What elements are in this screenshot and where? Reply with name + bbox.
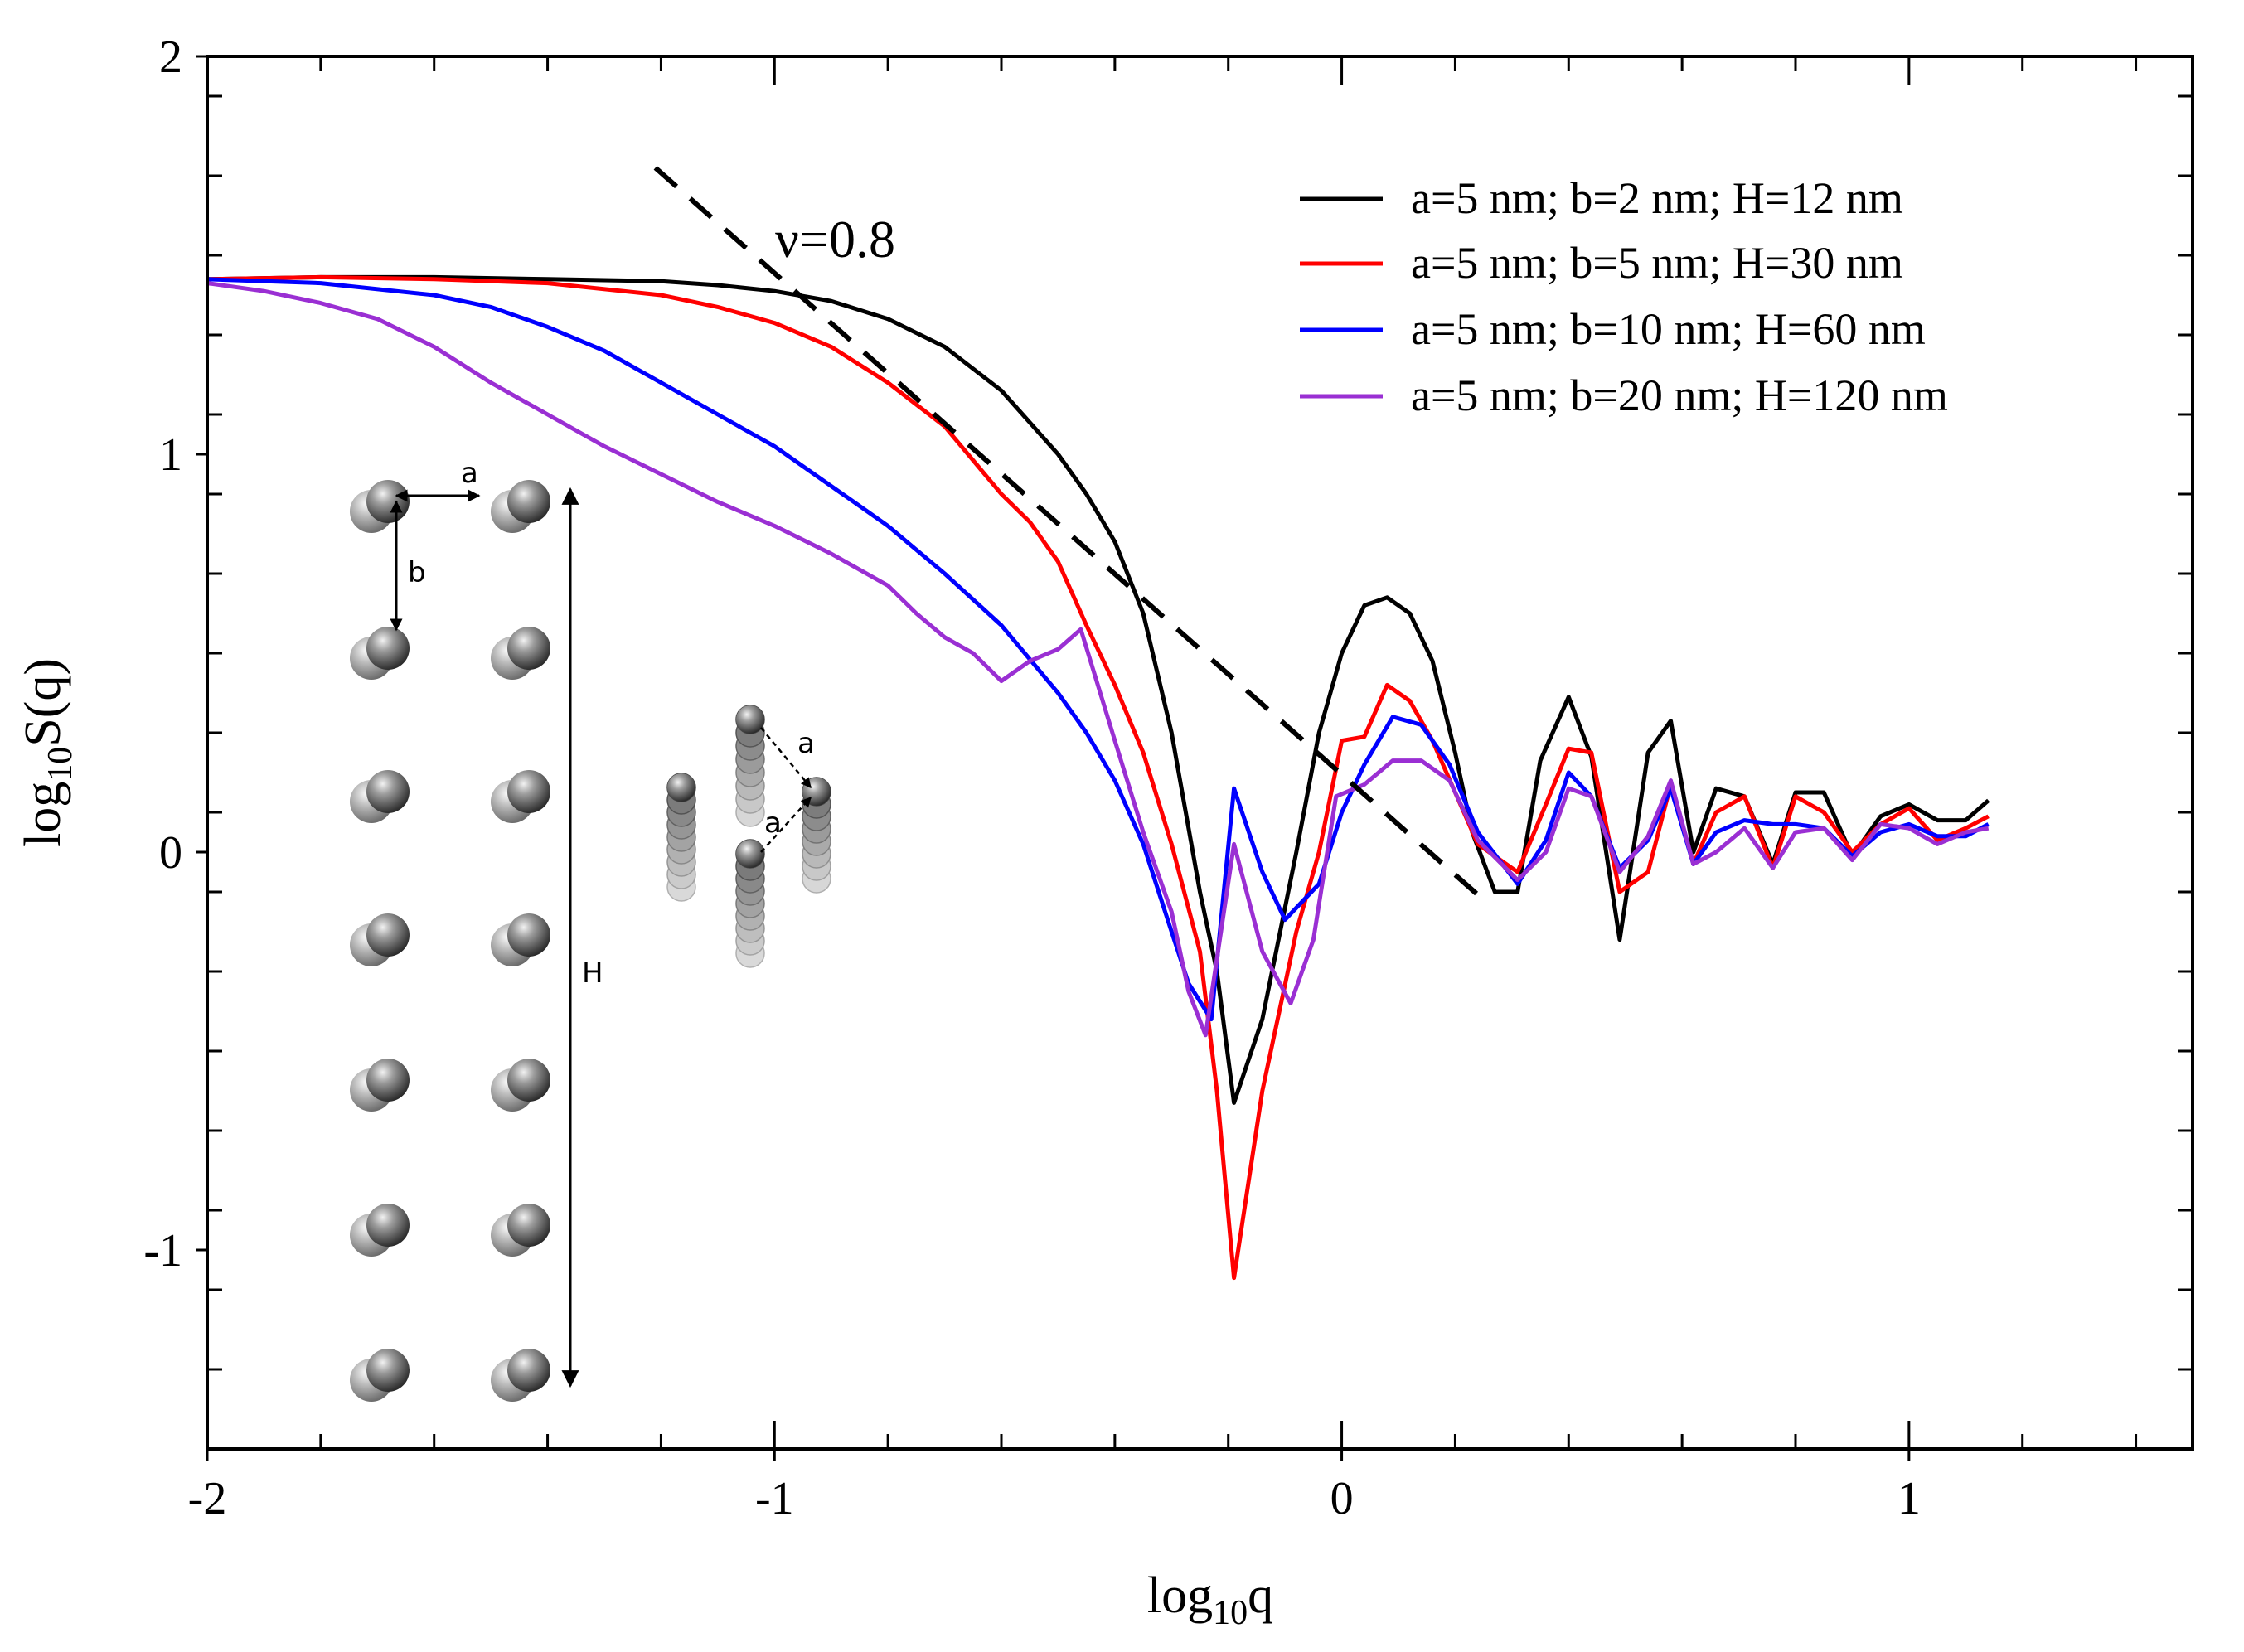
fit-line-annotation: ν=0.8 bbox=[775, 210, 895, 269]
sphere bbox=[507, 1204, 550, 1247]
inset-label-a: a bbox=[461, 457, 478, 490]
inset-helix-label-a1: a bbox=[797, 727, 815, 760]
sphere bbox=[507, 770, 550, 813]
legend-label-2: a=5 nm; b=10 nm; H=60 nm bbox=[1411, 304, 1926, 354]
y-tick-label-2: 0 bbox=[159, 827, 182, 879]
sphere bbox=[366, 1349, 410, 1392]
tick-labels-layer: -2 -1 0 1 2 1 0 -1 bbox=[143, 31, 1921, 1524]
sphere bbox=[507, 1349, 550, 1392]
inset-helix-label-a2: a bbox=[764, 807, 782, 840]
series-layer bbox=[206, 274, 1990, 1281]
sphere bbox=[366, 770, 410, 813]
helix-arrow-a1 bbox=[760, 727, 812, 788]
y-axis-title: log10S(q) bbox=[15, 658, 80, 847]
x-tick-label-0: -2 bbox=[188, 1473, 227, 1524]
plot-frame bbox=[206, 55, 2194, 1451]
sphere bbox=[366, 480, 410, 523]
helix-sphere-top bbox=[736, 705, 764, 734]
helix-sphere-top bbox=[736, 840, 764, 868]
sphere bbox=[507, 480, 550, 523]
legend-label-1: a=5 nm; b=5 nm; H=30 nm bbox=[1411, 238, 1903, 288]
sphere bbox=[366, 627, 410, 670]
sphere bbox=[507, 1059, 550, 1102]
ticks-layer bbox=[196, 55, 2193, 1461]
series-line-3 bbox=[206, 281, 1990, 1038]
sphere bbox=[507, 913, 550, 957]
legend: a=5 nm; b=2 nm; H=12 nm a=5 nm; b=5 nm; … bbox=[1300, 173, 1948, 420]
helix-sphere-top bbox=[667, 773, 695, 802]
helix-arrow-a2 bbox=[760, 797, 812, 853]
sphere bbox=[366, 1059, 410, 1102]
sphere bbox=[366, 913, 410, 957]
x-tick-label-3: 1 bbox=[1897, 1473, 1921, 1524]
x-tick-label-2: 0 bbox=[1330, 1473, 1354, 1524]
y-tick-label-3: -1 bbox=[143, 1225, 182, 1277]
legend-label-0: a=5 nm; b=2 nm; H=12 nm bbox=[1411, 173, 1903, 223]
sphere bbox=[366, 1204, 410, 1247]
x-tick-label-1: -1 bbox=[755, 1473, 794, 1524]
x-axis-title: log10q bbox=[1147, 1567, 1273, 1632]
y-tick-label-1: 1 bbox=[159, 429, 182, 481]
inset-helix-diagram bbox=[666, 705, 831, 968]
sphere bbox=[507, 627, 550, 670]
inset-label-b: b bbox=[408, 556, 426, 589]
legend-label-3: a=5 nm; b=20 nm; H=120 nm bbox=[1411, 371, 1948, 420]
y-tick-label-0: 2 bbox=[159, 31, 182, 83]
inset-lattice-diagram bbox=[350, 480, 579, 1402]
series-line-2 bbox=[206, 277, 1990, 1022]
inset-label-H: H bbox=[582, 957, 603, 990]
